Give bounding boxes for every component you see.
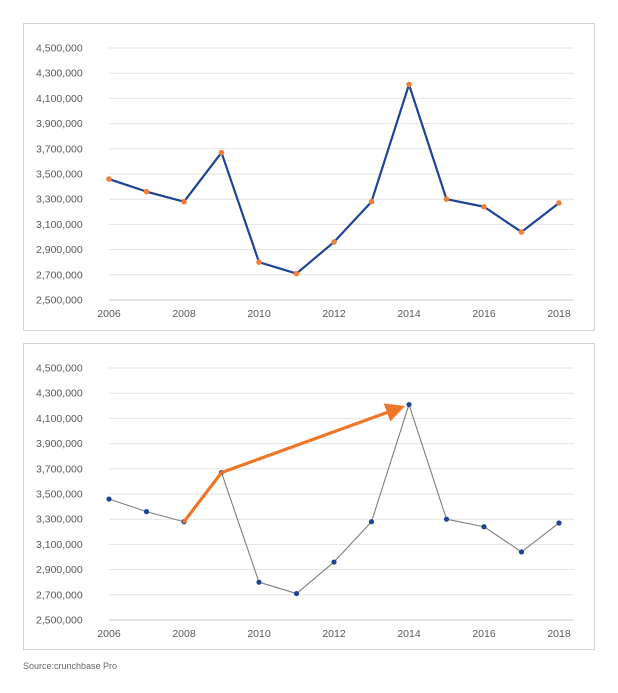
y-tick-label: 2,900,000 (36, 564, 83, 576)
y-tick-label: 4,300,000 (36, 388, 83, 400)
data-point (143, 509, 150, 515)
x-tick-label: 2014 (397, 628, 421, 640)
line-chart-top: 4,500,000 4,300,000 4,100,000 3,900,000 3,70… (36, 43, 574, 320)
data-point (106, 496, 112, 502)
y-tick-label: 2,500,000 (36, 615, 83, 627)
y-tick-label: 2,900,000 (36, 244, 83, 256)
y-tick-label: 2,700,000 (36, 269, 83, 281)
y-tick-label: 2,500,000 (36, 295, 83, 307)
data-point (331, 559, 337, 565)
data-point (331, 239, 337, 245)
data-point (293, 270, 300, 277)
chart-panel-top: 4,500,000 4,300,000 4,100,000 3,900,000 3,70… (23, 23, 595, 331)
y-tick-label: 3,900,000 (36, 118, 83, 130)
x-tick-label: 2016 (472, 628, 496, 640)
data-point (443, 196, 450, 202)
x-tick-label: 2010 (247, 308, 271, 320)
x-tick-label: 2016 (472, 308, 496, 320)
data-point (293, 590, 300, 597)
y-tick-label: 4,100,000 (36, 93, 83, 105)
x-tick-label: 2006 (97, 628, 121, 640)
y-tick-label: 3,100,000 (36, 539, 83, 551)
trend-arrow (182, 403, 406, 524)
x-tick-label: 2012 (322, 628, 346, 640)
y-tick-label: 3,500,000 (36, 169, 83, 181)
y-tick-label: 3,900,000 (36, 438, 83, 450)
y-tick-label: 3,500,000 (36, 489, 83, 501)
x-tick-label: 2006 (97, 308, 121, 320)
y-tick-label: 4,100,000 (36, 413, 83, 425)
x-tick-label: 2012 (322, 308, 346, 320)
data-point (406, 81, 412, 88)
y-tick-label: 4,500,000 (36, 363, 83, 375)
data-point (556, 200, 562, 206)
x-tick-label: 2010 (247, 628, 271, 640)
data-point (256, 579, 262, 585)
data-point (368, 198, 375, 205)
y-tick-label: 3,300,000 (36, 514, 83, 526)
chart-panel-bottom: 4,500,000 4,300,000 4,100,000 3,900,000 3,70… (23, 343, 595, 650)
data-point (518, 229, 525, 235)
data-point (181, 198, 187, 205)
series-line (108, 83, 560, 275)
data-point (368, 519, 375, 525)
y-tick-label: 3,700,000 (36, 143, 83, 155)
x-tick-label: 2008 (172, 628, 196, 640)
y-tick-label: 4,300,000 (36, 68, 83, 80)
y-tick-label: 3,300,000 (36, 194, 83, 206)
source-caption: Source:crunchbase Pro (23, 661, 118, 671)
line-chart-bottom: 4,500,000 4,300,000 4,100,000 3,900,000 3,70… (36, 363, 574, 640)
y-tick-label: 2,700,000 (36, 589, 83, 601)
data-point (143, 188, 150, 195)
x-tick-label: 2014 (397, 308, 421, 320)
data-point (518, 549, 525, 555)
x-tick-label: 2018 (547, 308, 571, 320)
data-point (106, 176, 112, 182)
x-tick-label: 2018 (547, 628, 571, 640)
data-point (406, 401, 412, 408)
data-point (556, 520, 562, 526)
data-point (443, 516, 450, 522)
y-tick-label: 3,100,000 (36, 219, 83, 231)
data-point (256, 259, 262, 265)
data-point (481, 524, 487, 530)
data-point (481, 203, 487, 210)
x-tick-label: 2008 (172, 308, 196, 320)
y-tick-label: 4,500,000 (36, 43, 83, 55)
data-point (218, 149, 225, 156)
y-tick-label: 3,700,000 (36, 463, 83, 475)
